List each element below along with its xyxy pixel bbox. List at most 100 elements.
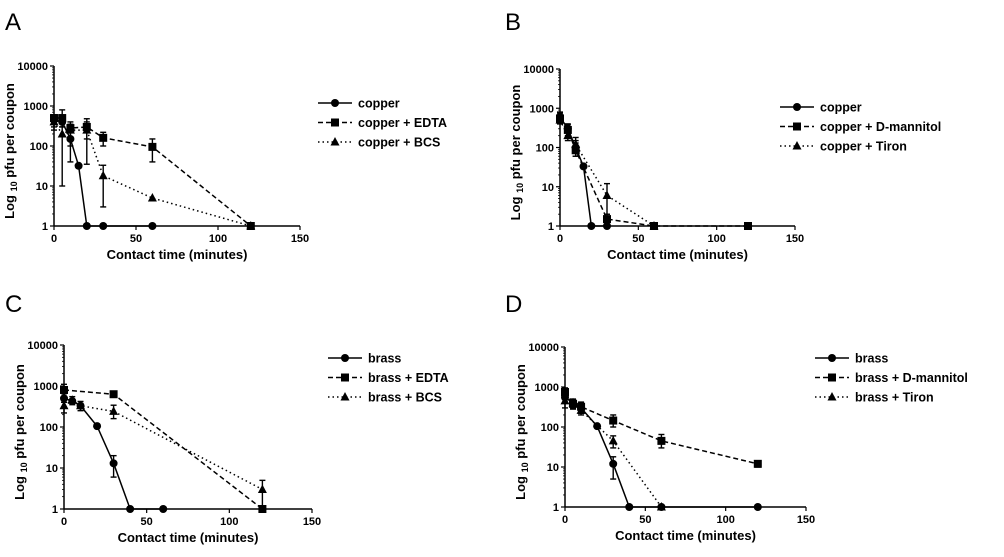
legend-label: copper + Tiron [820,140,907,154]
y-tick-label: 1000 [535,382,559,394]
data-point [603,215,611,224]
data-point [76,400,86,410]
x-tick-label: 150 [303,516,321,528]
data-point [126,505,135,513]
y-axis-label-suffix: pfu per coupon [513,364,528,462]
y-axis-label-subscript: 10 [520,462,530,472]
panel-C: C 1 10 100 1000 10000 0 50 100 150 Contact time (m… [5,291,449,545]
data-point [609,416,618,425]
data-point [82,125,92,134]
legend-label: copper [820,101,862,115]
legend-label: copper [358,97,400,111]
series-brass-bcs [59,395,267,510]
data-point [602,190,612,199]
data-point [74,161,83,170]
y-tick-label: 100 [536,143,554,155]
y-axis-label-subscript: 10 [515,183,525,193]
y-tick-label: 1 [42,221,48,233]
legend-marker [331,99,339,107]
legend-marker [331,118,339,127]
y-axis-label: Log 10 pfu per coupon [2,83,19,219]
data-point [99,133,108,142]
x-tick-label: 50 [141,516,153,528]
y-axis-label-prefix: Log [12,472,27,499]
data-point [57,128,67,138]
x-tick-label: 0 [562,514,568,526]
x-tick-label: 50 [639,514,651,526]
legend-label: brass [368,352,401,366]
panel-D: D 1 10 100 1000 10000 0 50 100 150 Contact time (m… [505,291,968,543]
data-point [109,390,118,399]
series-brass-d-mannitol [561,387,762,468]
y-tick-label: 1000 [34,381,58,393]
series-line [54,117,252,227]
data-point [609,459,618,468]
x-tick-label: 0 [557,233,563,245]
legend-marker [828,373,836,382]
series-copper-edta [50,109,255,230]
y-tick-label: 10 [542,182,554,194]
x-axis-label: Contact time (minutes) [107,247,248,262]
series-line [564,396,758,508]
legend-label: copper + D-mannitol [820,120,941,134]
x-axis-label: Contact time (minutes) [118,530,259,545]
legend-label: brass + EDTA [368,371,449,385]
y-tick-label: 10 [36,181,48,193]
panel-B: B 1 10 100 1000 10000 0 50 100 150 Contact time (m… [505,9,941,262]
y-tick-label: 1 [52,504,58,516]
y-tick-label: 100 [40,422,58,434]
data-point [148,142,157,151]
data-point [753,503,762,511]
data-point [82,222,91,230]
data-point [109,459,118,468]
data-point [65,125,75,134]
series-copper-bcs [49,115,256,230]
panel-label: B [505,9,521,36]
data-point [99,222,108,230]
data-point [60,385,68,394]
data-point [571,139,581,148]
x-axis-label: Contact time (minutes) [615,528,756,543]
x-axis-label: Contact time (minutes) [607,247,748,262]
y-tick-label: 1 [553,502,559,514]
x-tick-label: 150 [291,233,309,245]
legend-label: brass + Tiron [855,391,934,405]
x-tick-label: 50 [130,233,142,245]
series-line [53,121,252,227]
data-point [753,459,762,468]
series-line [63,389,263,510]
x-tick-label: 100 [220,516,238,528]
data-point [587,222,596,230]
x-tick-label: 100 [209,233,227,245]
data-point [625,503,634,511]
y-tick-label: 1000 [530,103,554,115]
legend-marker [792,141,802,150]
data-point [49,116,59,126]
x-tick-label: 150 [797,514,815,526]
x-tick-label: 100 [707,233,725,245]
data-point [93,422,102,431]
legend-label: brass + BCS [368,391,442,405]
legend-marker [340,392,350,401]
x-tick-label: 0 [51,233,57,245]
data-point [257,484,267,493]
x-tick-label: 0 [61,516,67,528]
y-tick-label: 1 [548,221,554,233]
data-point [159,505,168,513]
y-tick-label: 10000 [523,64,554,76]
data-point [246,221,256,230]
y-tick-label: 10 [547,462,559,474]
y-tick-label: 10000 [17,61,48,73]
series-brass-edta [60,383,267,513]
y-axis-label-prefix: Log [2,191,17,218]
legend-marker [341,373,349,382]
y-tick-label: 1000 [24,101,48,113]
data-point [98,170,108,180]
y-axis-label-subscript: 10 [19,462,29,472]
y-axis-label-subscript: 10 [9,181,19,191]
panel-A: A 1 10 100 1000 10000 0 50 100 150 Contact time (m… [2,9,447,262]
legend-label: copper + BCS [358,136,440,150]
data-point [576,405,586,414]
data-point [561,387,569,396]
